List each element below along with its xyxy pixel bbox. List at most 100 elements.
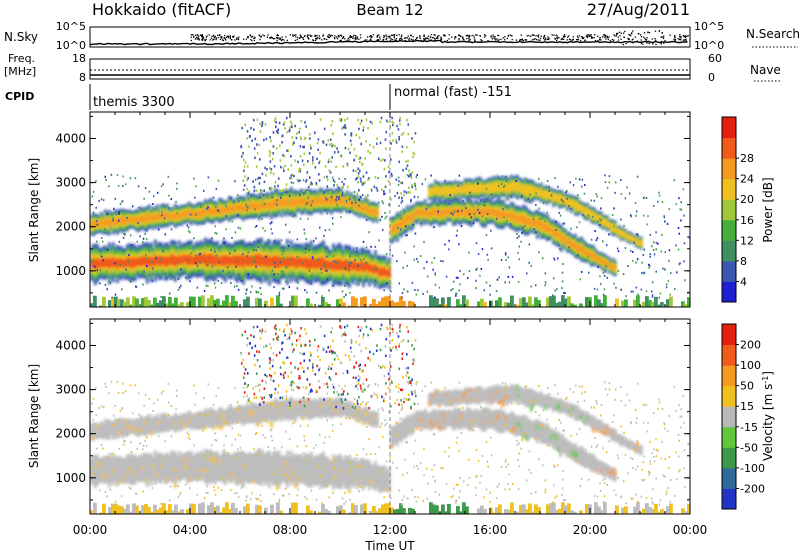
- velocity-cell: [294, 482, 297, 489]
- power-speckle: [583, 192, 586, 195]
- power-cell: [176, 213, 179, 219]
- noise-search-point: [599, 37, 601, 39]
- power-cell: [579, 303, 583, 307]
- power-speckle: [137, 222, 139, 225]
- power-speckle: [398, 136, 401, 139]
- power-speckle: [290, 155, 292, 158]
- power-speckle: [383, 192, 385, 196]
- power-speckle: [320, 268, 322, 271]
- velocity-cell: [312, 457, 315, 484]
- power-speckle: [338, 197, 340, 201]
- velocity-cell: [202, 468, 205, 472]
- velocity-cell: [272, 452, 275, 486]
- power-cell: [524, 216, 527, 225]
- power-cell: [132, 296, 136, 307]
- power-speckle: [375, 267, 378, 270]
- power-cell: [208, 207, 211, 215]
- power-cell: [562, 235, 565, 241]
- power-speckle: [620, 178, 622, 181]
- power-speckle: [369, 120, 372, 124]
- power-cell: [120, 299, 124, 307]
- power-speckle: [407, 175, 410, 178]
- noise-search-point: [620, 38, 622, 40]
- noise-search-point: [253, 37, 255, 40]
- colorbar-swatch: [722, 281, 736, 303]
- power-speckle: [420, 222, 422, 225]
- power-speckle: [413, 195, 416, 199]
- power-speckle: [489, 284, 491, 287]
- velocity-cell: [226, 453, 229, 481]
- power-cell: [574, 242, 577, 250]
- power-speckle: [317, 258, 320, 261]
- power-speckle: [359, 122, 362, 125]
- power-speckle: [570, 249, 573, 252]
- power-speckle: [331, 176, 334, 179]
- power-speckle: [346, 200, 349, 203]
- noise-search-point: [587, 34, 590, 36]
- power-cell: [588, 210, 591, 215]
- velocity-cell: [278, 450, 281, 488]
- power-speckle: [334, 144, 336, 148]
- power-cell: [264, 201, 267, 209]
- power-cell: [272, 200, 275, 208]
- noise-search-point: [606, 36, 609, 39]
- power-speckle: [279, 196, 282, 200]
- noise-search-point: [444, 35, 446, 37]
- noise-search-point: [246, 36, 249, 38]
- power-cell: [324, 197, 327, 205]
- power-speckle: [457, 276, 459, 279]
- noise-search-point: [215, 38, 217, 41]
- power-speckle: [117, 219, 120, 222]
- noise-search-point: [511, 38, 513, 41]
- power-speckle: [102, 199, 105, 202]
- power-cell: [384, 296, 388, 307]
- power-speckle: [311, 256, 314, 259]
- power-cell: [200, 253, 203, 265]
- noise-search-point: [316, 37, 319, 39]
- power-speckle: [411, 185, 414, 189]
- power-speckle: [355, 154, 358, 158]
- noise-search-point: [254, 36, 256, 38]
- power-speckle: [318, 226, 321, 229]
- power-speckle: [303, 228, 305, 231]
- power-speckle: [590, 199, 592, 202]
- noise-search-point: [543, 36, 545, 38]
- noise-search-point: [234, 39, 236, 41]
- colorbar-tick-label: 28: [740, 152, 754, 165]
- power-speckle: [310, 282, 313, 285]
- power-speckle: [303, 232, 306, 235]
- power-cell: [104, 218, 107, 226]
- power-speckle: [548, 237, 550, 240]
- power-speckle: [524, 225, 526, 228]
- power-cell: [582, 247, 585, 254]
- noise-search-point: [295, 34, 297, 36]
- power-speckle: [332, 179, 335, 182]
- power-speckle: [584, 259, 587, 262]
- power-cell: [488, 208, 491, 215]
- power-cell: [548, 225, 551, 233]
- power-speckle: [235, 265, 237, 268]
- noise-search-point: [647, 31, 649, 33]
- noise-search-point: [253, 39, 256, 42]
- power-speckle: [544, 284, 546, 287]
- power-speckle: [546, 179, 549, 182]
- power-cell: [168, 214, 171, 220]
- power-speckle: [239, 239, 242, 242]
- power-cell: [548, 192, 551, 197]
- power-speckle: [168, 194, 170, 197]
- power-speckle: [648, 264, 651, 267]
- power-cell: [136, 217, 139, 224]
- power-speckle: [341, 180, 343, 183]
- noise-search-point: [555, 39, 558, 42]
- power-speckle: [246, 206, 248, 209]
- power-speckle: [187, 229, 190, 232]
- power-cell: [166, 212, 169, 219]
- noise-search-point: [352, 37, 354, 40]
- power-cell: [366, 206, 369, 213]
- power-cell: [284, 198, 287, 207]
- power-speckle: [276, 130, 278, 133]
- power-cell: [606, 221, 609, 226]
- power-speckle: [353, 158, 356, 162]
- power-cell: [538, 219, 541, 227]
- noise-search-point: [685, 39, 687, 42]
